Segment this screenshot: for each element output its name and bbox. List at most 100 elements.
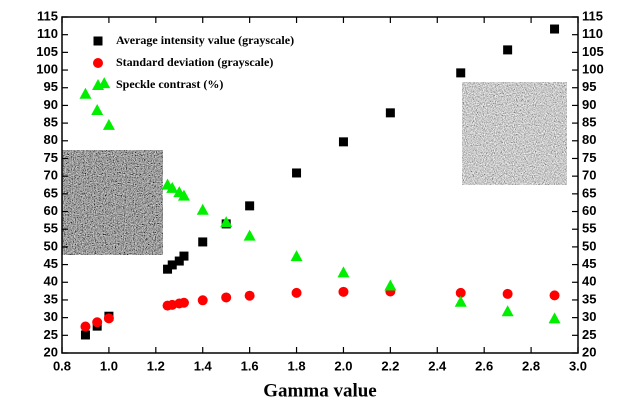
- data-point: [220, 216, 233, 228]
- x-tick-label: 1.0: [100, 358, 118, 373]
- y2-tick-label: 90: [582, 97, 596, 112]
- y2-tick-label: 115: [582, 8, 603, 23]
- y-tick-label: 90: [44, 97, 58, 112]
- x-tick-label: 2.6: [475, 358, 493, 373]
- y2-tick-label: 25: [582, 327, 596, 342]
- y-tick-label: 105: [36, 44, 58, 59]
- x-tick-label: 2.0: [334, 358, 352, 373]
- legend-label: Average intensity value (grayscale): [116, 33, 294, 47]
- data-point: [163, 264, 173, 274]
- data-point: [179, 251, 189, 261]
- y2-tick-label: 75: [582, 150, 596, 165]
- y-tick-label: 95: [44, 79, 58, 94]
- data-point: [502, 288, 513, 299]
- x-tick-label: 3.0: [569, 358, 587, 373]
- data-point: [174, 256, 184, 266]
- y-tick-label: 45: [44, 256, 58, 271]
- y-tick-label: 110: [37, 26, 58, 41]
- data-point: [243, 229, 256, 241]
- x-tick-label: 2.4: [428, 358, 447, 373]
- data-point: [503, 45, 513, 55]
- y-tick-label: 115: [37, 8, 58, 23]
- data-point: [103, 313, 114, 324]
- x-tick-label: 0.8: [53, 358, 71, 373]
- data-point: [92, 317, 103, 328]
- data-point: [245, 201, 255, 211]
- y2-tick-label: 35: [582, 291, 596, 306]
- y2-tick-label: 30: [582, 309, 596, 324]
- legend-label: Standard deviation (grayscale): [116, 55, 273, 69]
- y2-tick-label: 45: [582, 256, 596, 271]
- y-tick-label: 30: [44, 309, 58, 324]
- y2-tick-label: 40: [582, 274, 596, 289]
- y-tick-label: 60: [44, 203, 58, 218]
- data-point: [290, 250, 303, 262]
- y-tick-label: 55: [44, 221, 58, 236]
- legend-marker: [93, 36, 103, 46]
- data-point: [292, 168, 302, 178]
- data-point: [456, 68, 466, 78]
- y2-tick-label: 50: [582, 238, 596, 253]
- x-tick-label: 1.6: [241, 358, 259, 373]
- y2-tick-label: 55: [582, 221, 596, 236]
- y2-tick-label: 80: [582, 132, 596, 147]
- data-point: [291, 287, 302, 298]
- legend-marker: [93, 58, 103, 68]
- data-point: [166, 181, 179, 193]
- data-point: [454, 295, 467, 307]
- y-tick-label: 85: [44, 115, 58, 130]
- y-tick-label: 65: [44, 185, 58, 200]
- data-point: [455, 287, 466, 298]
- y2-tick-label: 20: [582, 344, 596, 359]
- data-point: [196, 203, 209, 215]
- y2-tick-label: 95: [582, 79, 596, 94]
- data-point: [501, 305, 514, 317]
- y2-tick-label: 110: [582, 26, 603, 41]
- data-point: [385, 108, 395, 118]
- data-point: [102, 118, 115, 130]
- x-tick-label: 1.2: [147, 358, 165, 373]
- x-axis-label: Gamma value: [263, 380, 376, 401]
- speckle-image-inset: [62, 150, 163, 255]
- legend-marker: [92, 79, 104, 90]
- y2-tick-label: 60: [582, 203, 596, 218]
- x-tick-label: 1.4: [194, 358, 213, 373]
- data-point: [244, 290, 255, 301]
- y-tick-label: 100: [36, 61, 58, 76]
- speckle-image-inset: [462, 82, 567, 185]
- y2-tick-label: 85: [582, 115, 596, 130]
- y-tick-label: 40: [44, 274, 58, 289]
- data-point: [79, 87, 92, 99]
- data-point: [91, 104, 104, 116]
- data-point: [197, 295, 208, 306]
- data-point: [80, 330, 90, 340]
- y-tick-label: 20: [44, 344, 58, 359]
- data-point: [177, 189, 190, 201]
- y2-tick-label: 100: [582, 61, 604, 76]
- data-point: [337, 266, 350, 278]
- data-point: [384, 279, 397, 291]
- data-point: [548, 312, 561, 324]
- data-point: [221, 292, 232, 303]
- x-tick-label: 2.8: [522, 358, 540, 373]
- data-point: [178, 297, 189, 308]
- y-tick-label: 35: [44, 291, 58, 306]
- y-tick-label: 50: [44, 238, 58, 253]
- data-point: [550, 24, 560, 34]
- data-point: [80, 321, 91, 332]
- y-tick-label: 70: [44, 168, 58, 183]
- y2-tick-label: 65: [582, 185, 596, 200]
- y-tick-label: 25: [44, 327, 58, 342]
- data-point: [338, 137, 348, 147]
- x-tick-label: 2.2: [381, 358, 399, 373]
- data-point: [549, 290, 560, 301]
- y-tick-label: 80: [44, 132, 58, 147]
- legend-label: Speckle contrast (%): [116, 77, 223, 91]
- y2-tick-label: 105: [582, 44, 604, 59]
- x-tick-label: 1.8: [288, 358, 306, 373]
- data-point: [198, 237, 208, 247]
- y2-tick-label: 70: [582, 168, 596, 183]
- plot-frame: [61, 16, 579, 354]
- data-point: [338, 286, 349, 297]
